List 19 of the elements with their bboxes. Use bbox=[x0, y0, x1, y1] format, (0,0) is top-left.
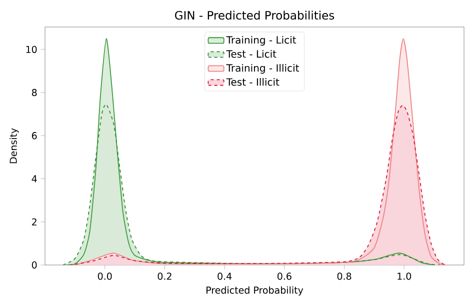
y-tick-label: 10 bbox=[26, 46, 37, 54]
legend-label: Test - Illicit bbox=[226, 78, 280, 86]
y-axis-title: Density bbox=[10, 128, 19, 164]
x-tick-label: 0.2 bbox=[158, 272, 172, 280]
x-tick-label: 0.8 bbox=[337, 272, 352, 280]
y-tick-label: 4 bbox=[32, 175, 37, 182]
legend-label: Training - Licit bbox=[226, 36, 296, 46]
y-tick-label: 8 bbox=[32, 88, 37, 96]
legend-label: Test - Licit bbox=[226, 50, 276, 58]
chart-title: GIN - Predicted Probabilities bbox=[175, 10, 334, 20]
x-tick-label: 1.0 bbox=[398, 272, 412, 280]
y-tick-label: 2 bbox=[32, 218, 36, 226]
x-tick-label: 0.0 bbox=[98, 272, 112, 280]
legend-label: Training - Illicit bbox=[226, 64, 300, 74]
y-tick-label: 6 bbox=[32, 132, 37, 140]
x-tick-label: 0.6 bbox=[278, 272, 292, 280]
y-tick-label: 0 bbox=[32, 261, 37, 269]
x-tick-label: 0.4 bbox=[218, 272, 232, 280]
x-axis-title: Predicted Probability bbox=[206, 286, 304, 296]
